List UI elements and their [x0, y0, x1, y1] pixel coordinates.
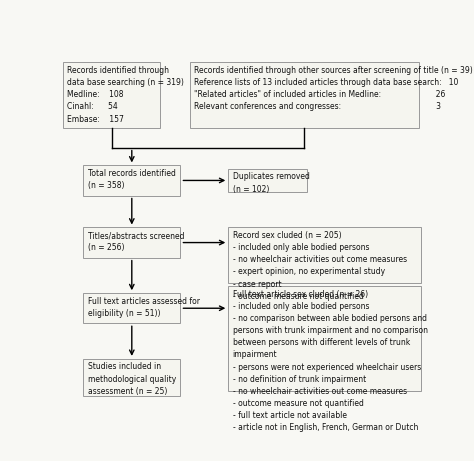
Text: Total records identified
(n = 358): Total records identified (n = 358)	[88, 169, 175, 190]
FancyBboxPatch shape	[83, 293, 181, 323]
Text: Studies included in
methodological quality
assessment (n = 25): Studies included in methodological quali…	[88, 362, 176, 396]
FancyBboxPatch shape	[83, 165, 181, 195]
Text: Records identified through
data base searching (n = 319)
Medline:    108
Cinahl:: Records identified through data base sea…	[67, 66, 184, 124]
FancyBboxPatch shape	[190, 62, 419, 128]
FancyBboxPatch shape	[228, 227, 421, 283]
FancyBboxPatch shape	[83, 227, 181, 258]
Text: Duplicates removed
(n = 102): Duplicates removed (n = 102)	[233, 172, 310, 194]
Text: Full text article sex cluded (n = 26)
- included only able bodied persons
- no c: Full text article sex cluded (n = 26) - …	[233, 290, 428, 432]
FancyBboxPatch shape	[228, 286, 421, 391]
Text: Titles/abstracts screened
(n = 256): Titles/abstracts screened (n = 256)	[88, 231, 184, 252]
FancyBboxPatch shape	[228, 169, 307, 192]
FancyBboxPatch shape	[63, 62, 160, 128]
FancyBboxPatch shape	[83, 359, 181, 396]
Text: Record sex cluded (n = 205)
- included only able bodied persons
- no wheelchair : Record sex cluded (n = 205) - included o…	[233, 231, 407, 301]
Text: Records identified through other sources after screening of title (n = 39)
Refer: Records identified through other sources…	[194, 66, 473, 112]
Text: Full text articles assessed for
eligibility (n = 51)): Full text articles assessed for eligibil…	[88, 297, 200, 318]
